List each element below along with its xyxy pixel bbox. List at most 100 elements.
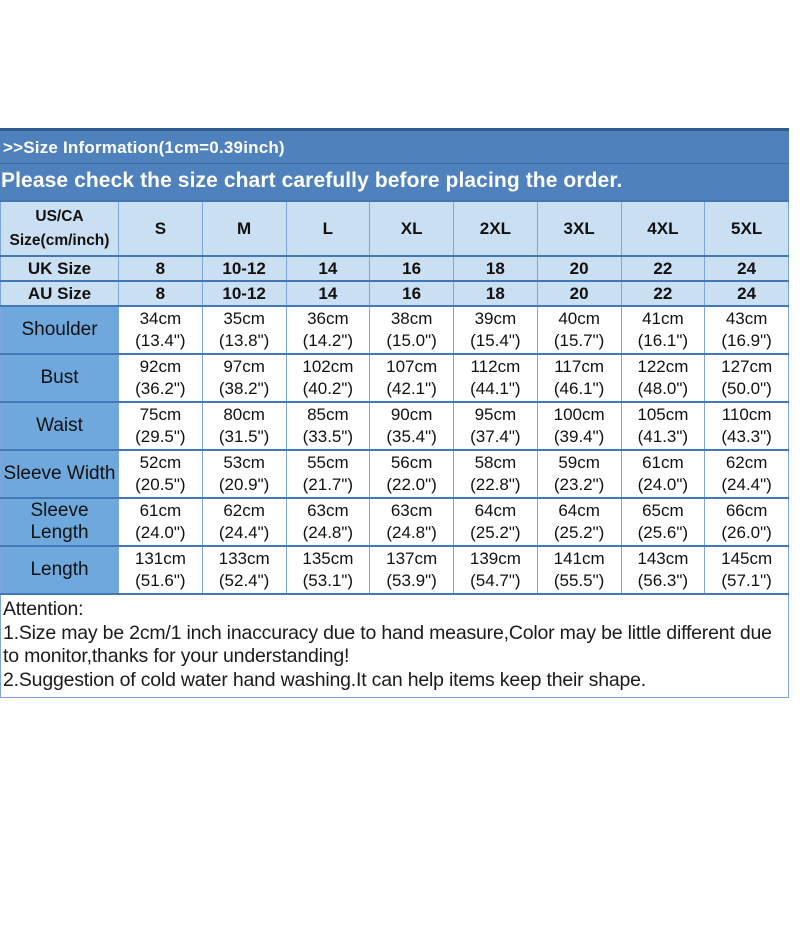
cm-value: 137cm (386, 549, 438, 568)
inch-value: (39.4") (553, 427, 605, 446)
measurement-label: Shoulder (0, 305, 119, 355)
size-column-header: 3XL (536, 200, 622, 257)
size-column-header: M (201, 200, 287, 257)
measurement-value: 55cm (21.7") (285, 449, 371, 499)
measurement-value: 61cm (24.0") (620, 449, 706, 499)
measurement-value: 38cm (15.0") (369, 305, 454, 355)
measurement-value: 135cm (53.1") (285, 545, 371, 595)
cm-value: 95cm (474, 405, 517, 424)
measurement-value: 107cm (42.1") (369, 353, 454, 403)
size-table-head: US/CA Size(cm/inch) S M L XL 2XL 3XL 4XL 5XL UK S… (0, 200, 789, 307)
inch-value: (41.3") (637, 427, 689, 446)
attention-heading: Attention: (3, 598, 84, 620)
cm-value: 122cm (637, 357, 689, 376)
size-info-graphic: >>Size Information(1cm=0.39inch) Please … (0, 128, 789, 698)
measurement-row: Sleeve Width 52cm (20.5") 53cm (20.9") 55cm (2… (0, 449, 789, 499)
measurement-row: Length 131cm (51.6") 133cm (52.4") 135cm (53.1… (0, 545, 789, 595)
cm-value: 75cm (139, 405, 182, 424)
inch-value: (24.4") (218, 523, 270, 542)
measurement-value: 97cm (38.2") (201, 353, 287, 403)
region-size-value: 10-12 (201, 255, 287, 282)
inch-value: (51.6") (135, 571, 186, 590)
size-column-header: 5XL (704, 200, 789, 257)
cm-value: 100cm (553, 405, 605, 424)
measurement-value: 63cm (24.8") (285, 497, 371, 547)
cm-value: 135cm (302, 549, 354, 568)
measurement-value: 110cm (43.3") (704, 401, 789, 451)
cm-value: 117cm (554, 357, 604, 376)
inch-value: (24.8") (302, 523, 354, 542)
inch-value: (29.5") (135, 427, 186, 446)
measurement-row: Waist 75cm (29.5") 80cm (31.5") 85cm (33.5") 90… (0, 401, 789, 451)
size-header-row: US/CA Size(cm/inch) S M L XL 2XL 3XL 4XL 5XL (0, 200, 789, 257)
inch-value: (35.4") (386, 427, 437, 446)
cm-value: 38cm (390, 309, 433, 328)
cm-value: 145cm (721, 549, 773, 568)
cm-value: 61cm (642, 453, 684, 472)
inch-value: (13.4") (135, 331, 186, 350)
cm-value: 40cm (558, 309, 600, 328)
inch-value: (31.5") (218, 427, 270, 446)
cm-value: 64cm (558, 501, 600, 520)
region-size-label: UK Size (0, 255, 119, 282)
measurement-value: 100cm (39.4") (536, 401, 622, 451)
inch-value: (50.0") (721, 379, 772, 398)
measurement-value: 139cm (54.7") (453, 545, 538, 595)
cm-value: 97cm (223, 357, 265, 376)
measurement-value: 117cm (46.1") (536, 353, 622, 403)
cm-value: 65cm (642, 501, 684, 520)
attention-section: Attention: 1.Size may be 2cm/1 inch inac… (0, 595, 789, 698)
measurement-value: 127cm (50.0") (704, 353, 789, 403)
measurement-row: Shoulder 34cm (13.4") 35cm (13.8") 36cm (14.2"… (0, 305, 789, 355)
inch-value: (42.1") (386, 379, 437, 398)
inch-value: (44.1") (470, 379, 521, 398)
inch-value: (38.2") (218, 379, 270, 398)
inch-value: (22.0") (386, 475, 437, 494)
size-information-heading: >>Size Information(1cm=0.39inch) (0, 131, 789, 164)
measurement-value: 34cm (13.4") (118, 305, 203, 355)
inch-value: (13.8") (218, 331, 270, 350)
uk-size-row: UK Size 8 10-12 14 16 18 20 22 24 (0, 255, 789, 282)
cm-value: 34cm (139, 309, 182, 328)
cm-value: 61cm (139, 501, 182, 520)
cm-value: 58cm (474, 453, 517, 472)
cm-value: 52cm (139, 453, 182, 472)
inch-value: (24.4") (721, 475, 772, 494)
measurement-label: Waist (0, 401, 119, 451)
inch-value: (25.2") (470, 523, 521, 542)
inch-value: (53.1") (302, 571, 354, 590)
inch-value: (14.2") (302, 331, 354, 350)
cm-value: 36cm (307, 309, 349, 328)
region-size-value: 22 (620, 255, 706, 282)
measurement-value: 35cm (13.8") (201, 305, 287, 355)
measurement-value: 64cm (25.2") (453, 497, 538, 547)
measurement-value: 102cm (40.2") (285, 353, 371, 403)
title-block: >>Size Information(1cm=0.39inch) Please … (0, 128, 789, 200)
inch-value: (24.0") (637, 475, 689, 494)
inch-value: (56.3") (637, 571, 689, 590)
measurement-value: 40cm (15.7") (536, 305, 622, 355)
region-size-value: 8 (118, 255, 203, 282)
size-table: US/CA Size(cm/inch) S M L XL 2XL 3XL 4XL 5XL UK S… (0, 200, 789, 595)
cm-value: 127cm (721, 357, 773, 376)
region-size-value: 14 (285, 280, 371, 307)
measurement-value: 53cm (20.9") (201, 449, 287, 499)
region-size-label: AU Size (0, 280, 119, 307)
attention-note-2: 2.Suggestion of cold water hand washing.… (3, 668, 646, 691)
measurement-value: 75cm (29.5") (118, 401, 203, 451)
measurement-label: Sleeve Width (0, 449, 119, 499)
cm-value: 112cm (470, 357, 521, 376)
measurement-label: Length (0, 545, 119, 595)
cm-value: 43cm (725, 309, 768, 328)
inch-value: (52.4") (218, 571, 270, 590)
inch-value: (16.1") (637, 331, 689, 350)
size-column-header: 4XL (620, 200, 706, 257)
attention-note-1: 1.Size may be 2cm/1 inch inaccuracy due … (3, 621, 772, 668)
corner-header: US/CA Size(cm/inch) (0, 200, 119, 257)
measurement-value: 133cm (52.4") (201, 545, 287, 595)
inch-value: (57.1") (721, 571, 772, 590)
measurement-value: 62cm (24.4") (704, 449, 789, 499)
inch-value: (54.7") (470, 571, 521, 590)
measurement-value: 64cm (25.2") (536, 497, 622, 547)
region-size-value: 20 (536, 255, 622, 282)
